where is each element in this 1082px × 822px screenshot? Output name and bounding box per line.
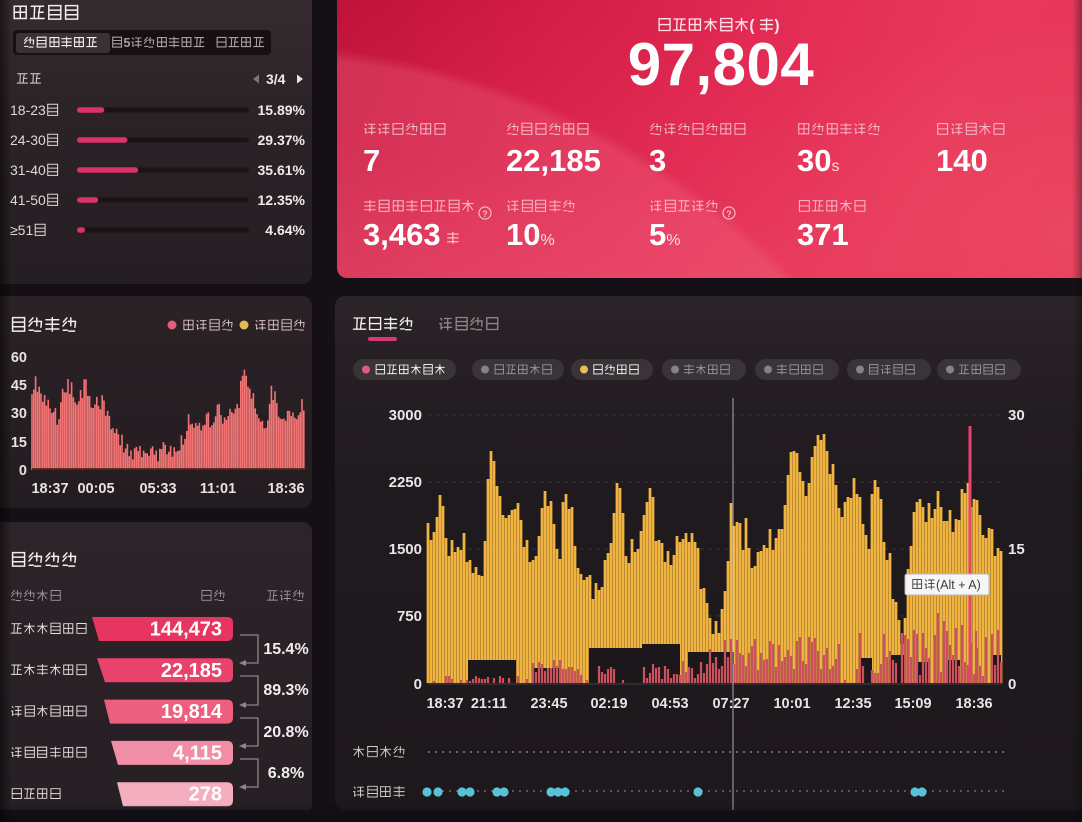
svg-text:89.3%: 89.3%	[263, 682, 308, 699]
svg-text:02:19: 02:19	[590, 696, 627, 712]
svg-text:15:09: 15:09	[894, 696, 931, 712]
svg-text:29.37%: 29.37%	[258, 132, 306, 148]
svg-text:4.64%: 4.64%	[265, 222, 305, 238]
svg-text:≥51: ≥51	[10, 222, 33, 238]
svg-text:00:05: 00:05	[77, 481, 114, 497]
svg-text:4,115: 4,115	[173, 742, 222, 764]
svg-text:12.35%: 12.35%	[258, 192, 306, 208]
svg-text:31-40: 31-40	[10, 162, 46, 178]
svg-text:(: (	[749, 17, 755, 34]
svg-text:?: ?	[726, 209, 732, 219]
svg-text:45: 45	[11, 378, 27, 394]
svg-text:18:36: 18:36	[267, 481, 304, 497]
svg-text:3000: 3000	[389, 407, 422, 424]
svg-text:?: ?	[482, 209, 488, 219]
svg-text:278: 278	[189, 784, 222, 806]
svg-text:3/4: 3/4	[266, 71, 286, 87]
svg-text:18:36: 18:36	[955, 696, 992, 712]
svg-text:15.4%: 15.4%	[263, 641, 308, 658]
svg-text:19,814: 19,814	[161, 701, 223, 723]
svg-text:0: 0	[19, 463, 27, 479]
svg-text:2250: 2250	[389, 474, 422, 491]
svg-text:22,185: 22,185	[161, 660, 222, 682]
svg-text:15: 15	[1008, 541, 1025, 558]
svg-text:23:45: 23:45	[530, 696, 567, 712]
svg-text:): )	[774, 17, 779, 34]
svg-text:20.8%: 20.8%	[263, 724, 308, 741]
svg-text:30: 30	[1008, 407, 1025, 424]
svg-text:05:33: 05:33	[139, 481, 176, 497]
svg-text:6.8%: 6.8%	[268, 765, 304, 782]
svg-text:750: 750	[397, 608, 422, 625]
svg-text:0: 0	[414, 676, 422, 693]
svg-text:24-30: 24-30	[10, 132, 46, 148]
svg-text:5: 5	[124, 36, 131, 50]
svg-text:41-50: 41-50	[10, 192, 46, 208]
svg-text:21:11: 21:11	[471, 696, 507, 712]
svg-text:15.89%: 15.89%	[258, 102, 306, 118]
svg-text:30: 30	[11, 406, 27, 422]
svg-text:0: 0	[1008, 676, 1016, 693]
svg-text:04:53: 04:53	[651, 696, 688, 712]
svg-text:60: 60	[11, 350, 27, 366]
svg-text:15: 15	[11, 435, 27, 451]
svg-text:(Alt + A): (Alt + A)	[936, 578, 981, 592]
svg-text:10:01: 10:01	[773, 696, 810, 712]
svg-text:18:37: 18:37	[31, 481, 68, 497]
svg-text:18-23: 18-23	[10, 102, 46, 118]
svg-text:1500: 1500	[389, 541, 422, 558]
svg-text:18:37: 18:37	[426, 696, 463, 712]
svg-text:12:35: 12:35	[834, 696, 871, 712]
svg-text:11:01: 11:01	[200, 481, 236, 497]
svg-text:35.61%: 35.61%	[258, 162, 306, 178]
svg-text:07:27: 07:27	[712, 696, 749, 712]
svg-text:144,473: 144,473	[150, 619, 222, 641]
